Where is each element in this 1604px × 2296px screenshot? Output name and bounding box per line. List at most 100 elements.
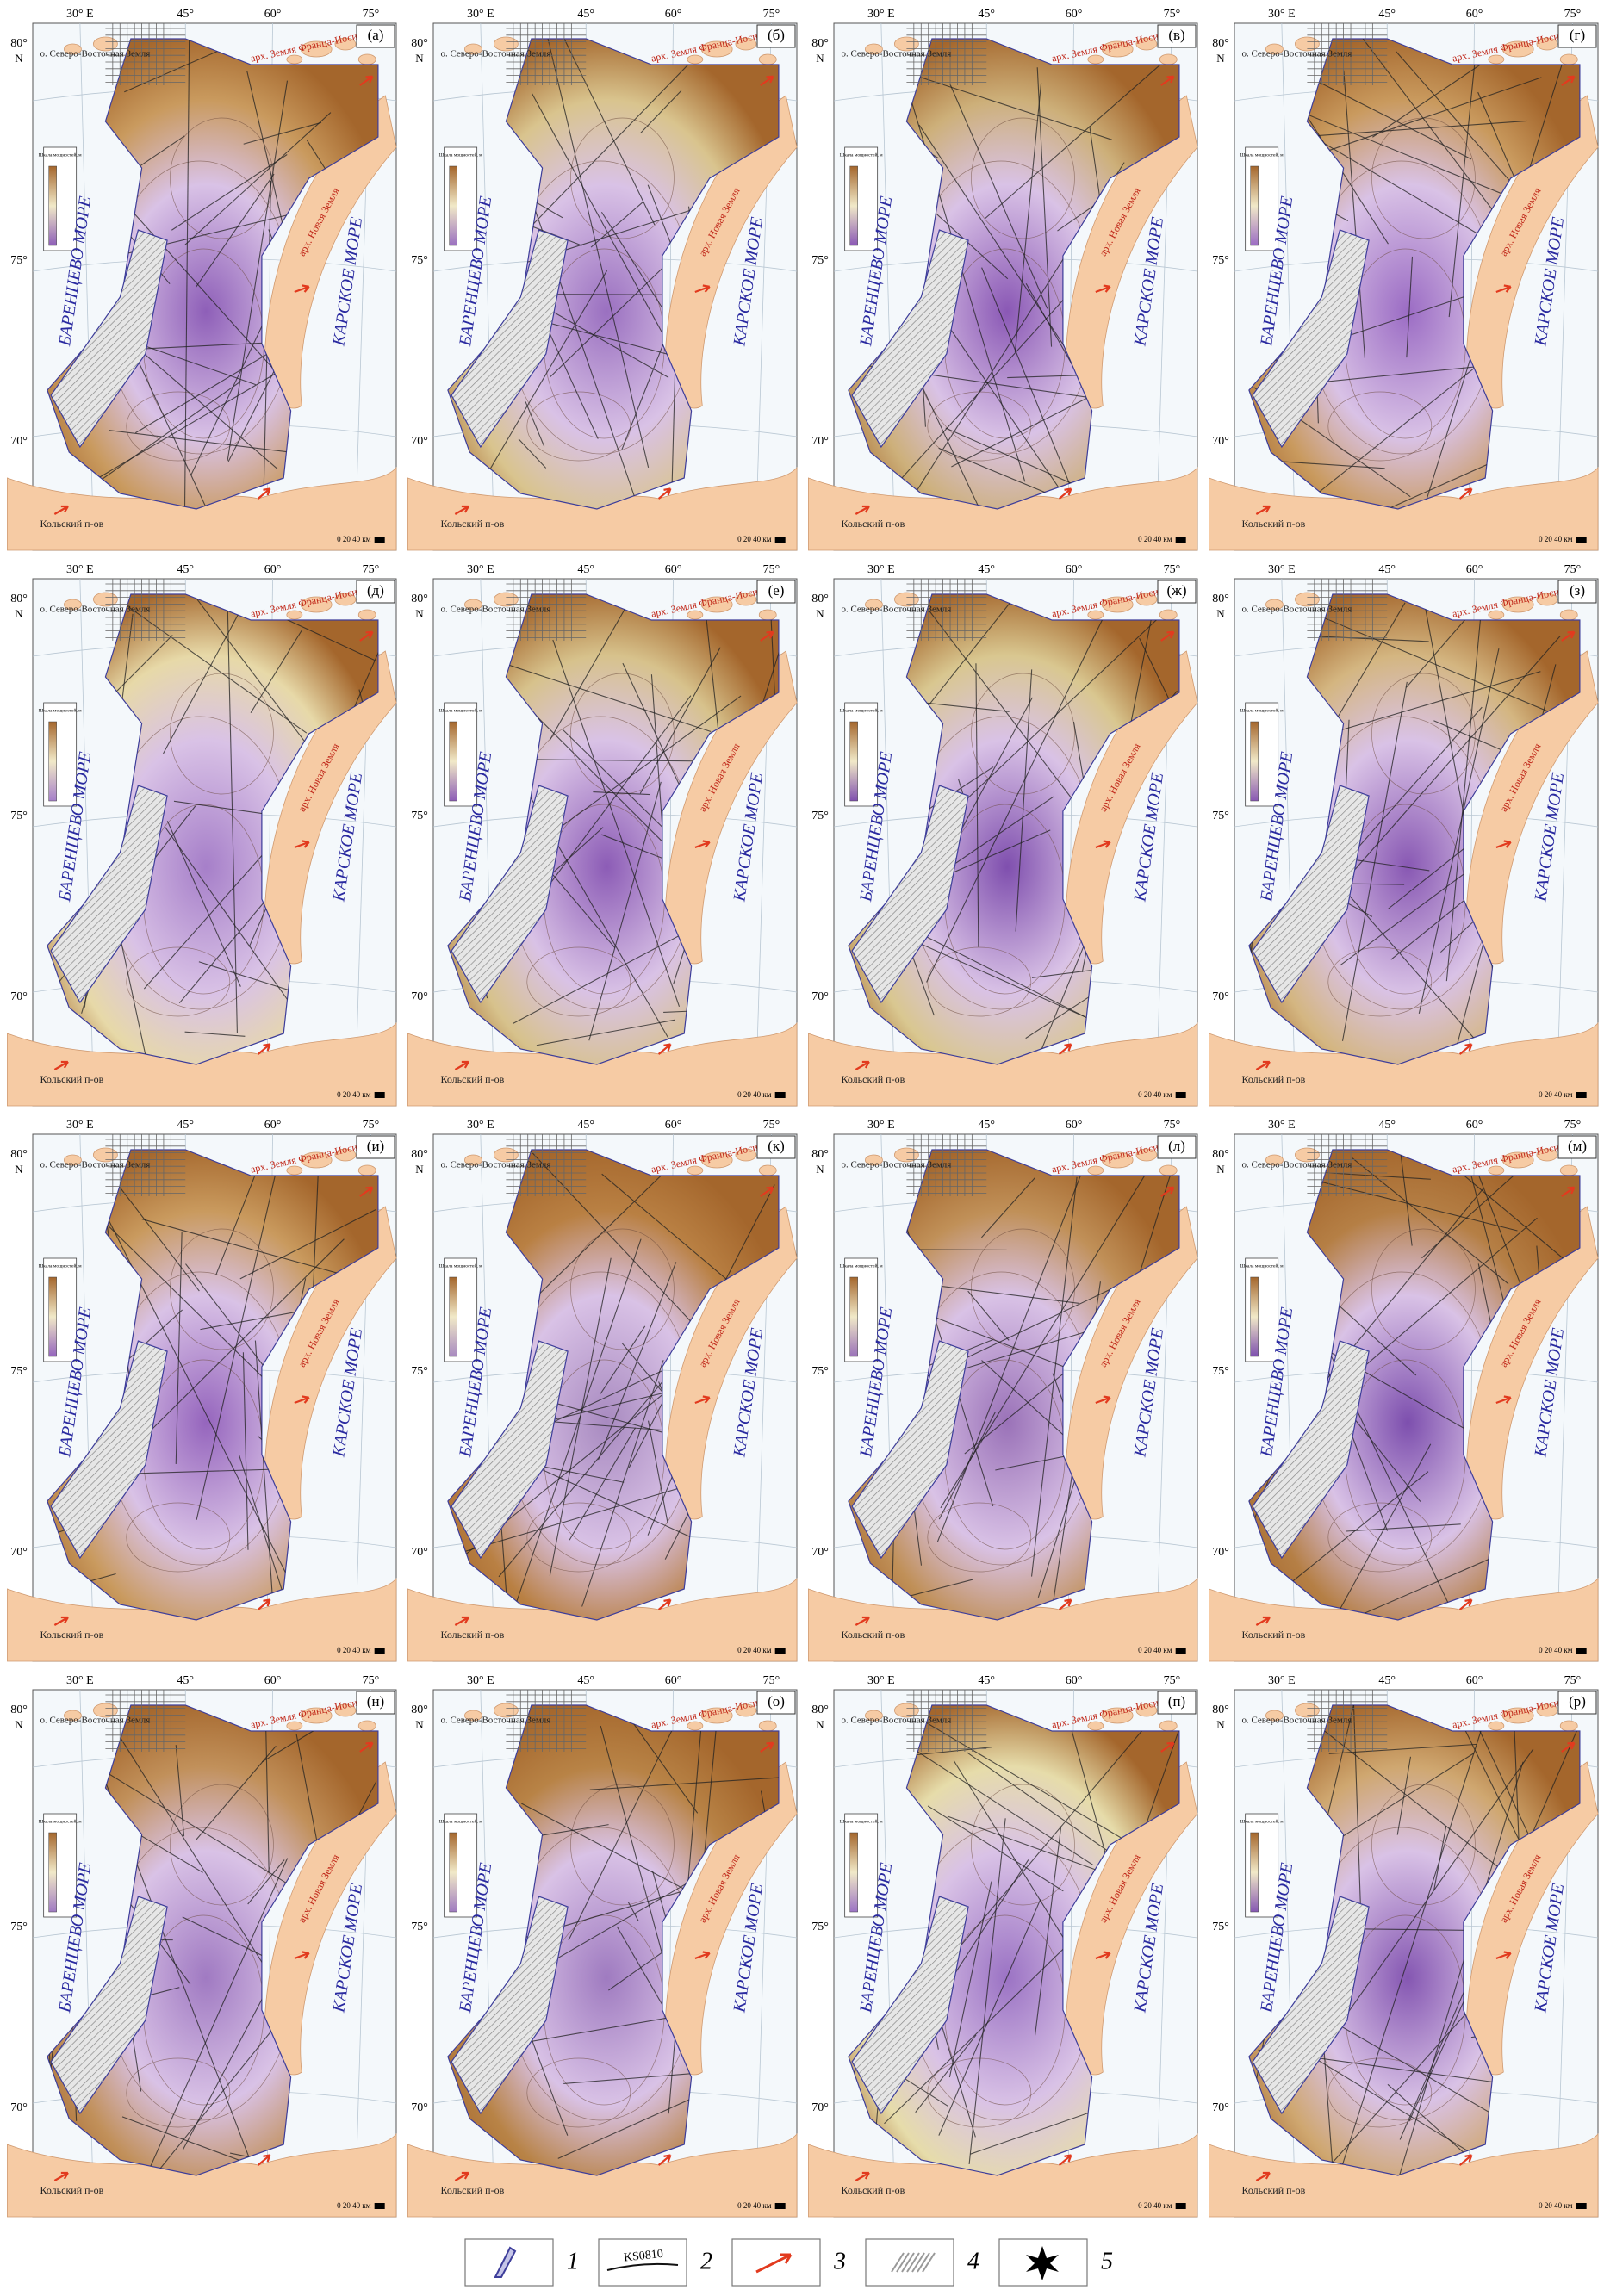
- latitude-label: 70°: [10, 2101, 28, 2114]
- island: [93, 36, 118, 52]
- seismic-line: [1341, 681, 1408, 1041]
- island: [758, 1164, 777, 1176]
- longitude-label: 30° E: [1268, 8, 1296, 21]
- latitude-label: 80°: [10, 37, 28, 50]
- island: [357, 1164, 376, 1176]
- longitude-label: 60°: [1466, 563, 1483, 576]
- latitude-label: 75°: [811, 1365, 829, 1378]
- longitude-label: 75°: [1164, 1119, 1181, 1132]
- scale-title: Шкала мощностей, м: [39, 1263, 82, 1269]
- seismic-line: [1015, 669, 1033, 932]
- island: [758, 53, 777, 65]
- longitude-label: 60°: [1066, 8, 1083, 21]
- latitude-label: 70°: [811, 990, 829, 1003]
- longitude-label: 60°: [665, 1119, 682, 1132]
- seismic-line: [1445, 610, 1483, 982]
- seismic-line: [164, 826, 308, 1029]
- panel-label: (р): [1569, 1693, 1586, 1710]
- scale-bar: [1175, 537, 1186, 543]
- island: [1087, 610, 1104, 620]
- seismic-line: [940, 1159, 1155, 1509]
- map-panel: Шкала мощностей, м 30° E 45° 60° 75° 80° 75° 70…: [808, 1119, 1198, 1662]
- hatched-area: [851, 785, 969, 1004]
- seismic-line: [648, 1420, 668, 1524]
- panel-label: (л): [1168, 1138, 1185, 1154]
- longitude-label: 75°: [363, 8, 380, 21]
- scale-title: Шкала мощностей, м: [439, 707, 482, 713]
- hatched-area: [50, 229, 168, 449]
- island: [286, 1165, 303, 1176]
- latitude-label: 70°: [10, 435, 28, 448]
- legend-icon-hatch: [901, 2252, 915, 2273]
- latitude-label: 80°: [10, 1703, 28, 1716]
- longitude-label: 75°: [1164, 563, 1181, 576]
- island: [494, 592, 519, 607]
- hatched-area: [50, 1340, 168, 1560]
- contour: [927, 946, 1032, 1017]
- seismic-line: [968, 1818, 1006, 2164]
- scale-bar: [1576, 537, 1587, 543]
- panel-label-box: [356, 1135, 395, 1159]
- legend-line-code: KS0810: [623, 2248, 663, 2265]
- longitude-label: 75°: [363, 1119, 380, 1132]
- panel-label-box: [756, 580, 796, 604]
- seismic-line: [600, 1325, 646, 1394]
- latitude-label: 80°: [1212, 37, 1229, 50]
- longitude-label: 60°: [665, 8, 682, 21]
- place-label: Кольский п-ов: [40, 1073, 103, 1085]
- latitude-label: 70°: [10, 990, 28, 1003]
- latitude-label: 70°: [411, 990, 428, 1003]
- arrow: [855, 1060, 870, 1070]
- seismic-line: [1352, 1705, 1362, 1921]
- arrow: [1495, 1951, 1512, 1960]
- seismic-line: [1139, 637, 1171, 701]
- scale-label: 0 20 40 км: [737, 1090, 772, 1099]
- island: [1087, 1721, 1104, 1731]
- longitude-label: 75°: [1564, 1674, 1582, 1687]
- island: [93, 1703, 118, 1718]
- latitude-label: 70°: [10, 1546, 28, 1559]
- legend: 1 KS0810 2 3 4 5: [464, 2238, 1113, 2287]
- island: [494, 36, 519, 52]
- seismic-line: [239, 1209, 376, 1280]
- latitude-label: 80°: [411, 37, 428, 50]
- north-label: N: [816, 607, 824, 620]
- latitude-label: 75°: [1212, 1365, 1229, 1378]
- seismic-line: [1343, 70, 1365, 358]
- island: [1295, 36, 1320, 52]
- latitude-label: 70°: [411, 2101, 428, 2114]
- arrow: [53, 1616, 69, 1626]
- contour: [1327, 2057, 1433, 2128]
- seismic-line: [195, 173, 275, 288]
- legend-icon-hatch: [896, 2252, 910, 2273]
- longitude-label: 75°: [763, 563, 780, 576]
- land-south: [808, 1577, 1198, 1662]
- place-label: Кольский п-ов: [1241, 1629, 1305, 1641]
- contour: [570, 673, 675, 795]
- arrow: [1160, 1186, 1175, 1197]
- longitude-label: 30° E: [467, 8, 494, 21]
- map-panel: Шкала мощностей, м 30° E 45° 60° 75° 80° 75° 70…: [1209, 1119, 1599, 1662]
- island: [1536, 1148, 1558, 1162]
- seismic-line: [518, 438, 547, 469]
- panel-label-box: [756, 24, 796, 48]
- map-panel: Шкала мощностей, м 30° E 45° 60° 75° 80° 75° 70…: [1209, 563, 1599, 1107]
- scale-bar-gradient: [849, 721, 858, 802]
- island: [1101, 1151, 1134, 1169]
- legend-number: 2: [700, 2248, 712, 2274]
- island: [758, 609, 777, 621]
- place-label: о. Северо-Восточная Земля: [40, 49, 150, 59]
- arrow: [657, 1043, 672, 1055]
- latitude-label: 75°: [411, 254, 428, 267]
- scale-title: Шкала мощностей, м: [439, 152, 482, 158]
- map-panel: Шкала мощностей, м 30° E 45° 60° 75° 80° 75° 70…: [407, 1119, 798, 1662]
- arrow: [1561, 1186, 1576, 1197]
- island: [894, 1147, 919, 1163]
- island: [357, 1720, 376, 1732]
- map-panel: Шкала мощностей, м 30° E 45° 60° 75° 80° 75° 70…: [407, 8, 798, 551]
- seismic-line: [938, 1412, 996, 1520]
- seismic-line: [184, 112, 332, 245]
- panel-label: (е): [768, 582, 785, 599]
- legend-item: 5: [998, 2238, 1113, 2287]
- seismic-line: [588, 781, 662, 1041]
